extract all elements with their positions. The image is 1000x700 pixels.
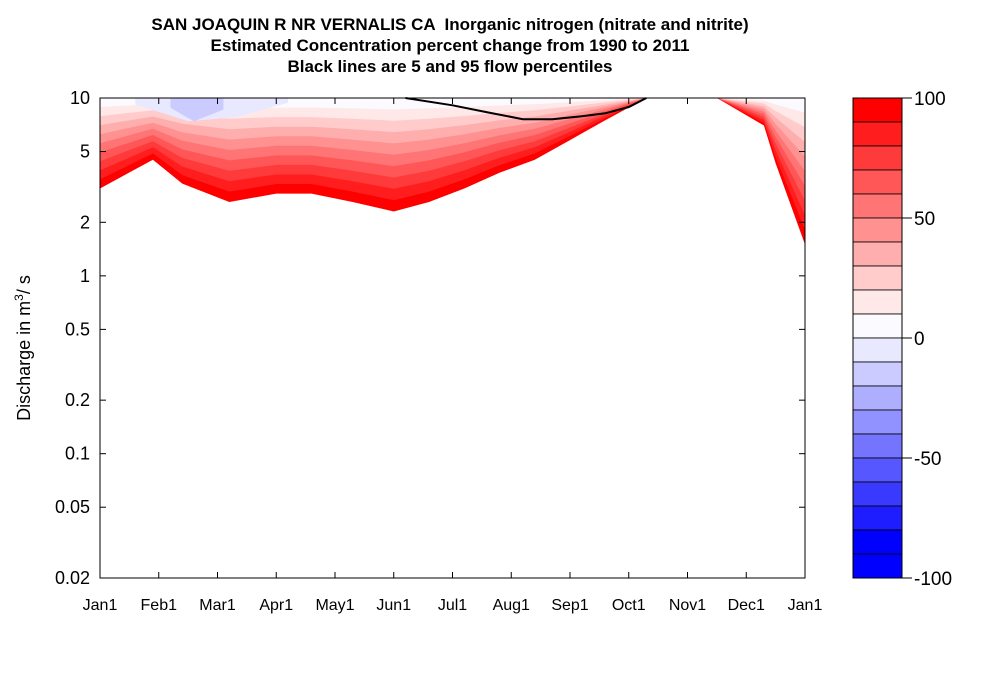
x-tick-label: Aug1 bbox=[493, 597, 530, 614]
flow-percentile-layer bbox=[405, 97, 647, 121]
contour-fill-layer bbox=[100, 98, 805, 245]
colorbar-cell bbox=[852, 529, 903, 555]
colorbar-tick-label: -50 bbox=[914, 449, 941, 470]
colorbar-cell bbox=[852, 217, 903, 243]
y-tick-label: 10 bbox=[70, 88, 90, 108]
x-tick-label: Sep1 bbox=[551, 597, 588, 614]
x-tick-label: Jul1 bbox=[438, 597, 467, 614]
x-tick-label: Apr1 bbox=[259, 597, 293, 614]
colorbar-cell bbox=[852, 193, 903, 219]
colorbar-cell bbox=[852, 433, 903, 459]
title-line-3: Black lines are 5 and 95 flow percentile… bbox=[287, 57, 613, 76]
colorbar-tick-label: -100 bbox=[914, 569, 952, 590]
colorbar-cell bbox=[852, 385, 903, 411]
y-axis-label-suffix: / s bbox=[14, 275, 34, 294]
y-axis-label-text: Discharge in m bbox=[14, 301, 34, 421]
x-tick-label: Oct1 bbox=[612, 597, 646, 614]
y-axis-label-superscript: 3 bbox=[12, 294, 26, 301]
colorbar-cell bbox=[852, 289, 903, 315]
flow-percentile-line bbox=[405, 97, 647, 121]
colorbar-cell bbox=[852, 265, 903, 291]
colorbar-cell bbox=[852, 337, 903, 363]
y-tick-label: 0.02 bbox=[55, 568, 90, 588]
colorbar-cell bbox=[852, 169, 903, 195]
y-tick-label: 1 bbox=[80, 266, 90, 286]
chart-title: SAN JOAQUIN R NR VERNALIS CA Inorganic n… bbox=[0, 14, 900, 77]
x-tick-label: Nov1 bbox=[669, 597, 706, 614]
x-tick-label: Jan1 bbox=[83, 597, 118, 614]
colorbar-cell bbox=[852, 361, 903, 387]
colorbar-cell bbox=[852, 121, 903, 147]
title-line-1: SAN JOAQUIN R NR VERNALIS CA Inorganic n… bbox=[151, 15, 749, 34]
colorbar-cell bbox=[852, 145, 903, 171]
y-tick-label: 2 bbox=[80, 212, 90, 232]
colorbar-tick-label: 100 bbox=[914, 89, 946, 110]
y-tick-label: 0.2 bbox=[65, 390, 90, 410]
x-tick-label: Dec1 bbox=[728, 597, 765, 614]
colorbar-cell bbox=[852, 505, 903, 531]
y-tick-label: 0.1 bbox=[65, 444, 90, 464]
x-tick-label: May1 bbox=[315, 597, 354, 614]
x-tick-label: Mar1 bbox=[199, 597, 236, 614]
colorbar-cell bbox=[852, 553, 903, 579]
blue-contour-patch bbox=[170, 98, 224, 122]
colorbar-tick-label: 50 bbox=[914, 209, 935, 230]
y-tick-label: 0.05 bbox=[55, 497, 90, 517]
y-tick-label: 0.5 bbox=[65, 319, 90, 339]
colorbar-cell bbox=[852, 313, 903, 339]
colorbar-tick-label: 0 bbox=[914, 329, 925, 350]
title-line-2: Estimated Concentration percent change f… bbox=[210, 36, 690, 55]
colorbar-cell bbox=[852, 97, 903, 123]
y-axis: 10 5 2 1 0.5 0.2 0.1 0.05 0.02 bbox=[55, 88, 805, 588]
colorbar-cell bbox=[852, 409, 903, 435]
x-tick-label: Jan1 bbox=[788, 597, 823, 614]
colorbar: 100 50 0 -50 -100 bbox=[852, 89, 952, 590]
colorbar-cell bbox=[852, 481, 903, 507]
x-axis: Jan1 Feb1 Mar1 Apr1 May1 Jun1 Jul1 Aug1 Sep1 Oct1… bbox=[83, 98, 823, 614]
colorbar-cell bbox=[852, 241, 903, 267]
x-tick-label: Feb1 bbox=[141, 597, 178, 614]
y-tick-label: 5 bbox=[80, 142, 90, 162]
y-axis-label: Discharge in m3/ s bbox=[12, 275, 34, 421]
x-tick-label: Jun1 bbox=[376, 597, 411, 614]
colorbar-cell bbox=[852, 457, 903, 483]
